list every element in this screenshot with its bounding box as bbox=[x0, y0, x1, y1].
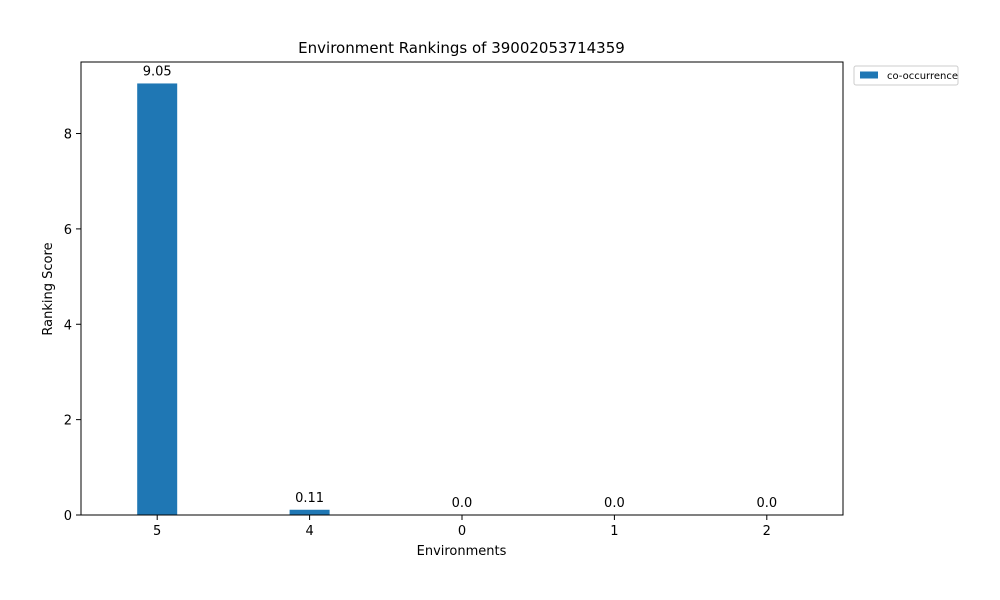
x-tick-label: 2 bbox=[763, 524, 771, 539]
y-tick-label: 2 bbox=[64, 414, 72, 429]
y-axis-label: Ranking Score bbox=[41, 242, 56, 335]
x-axis: 5 4 0 1 2 bbox=[153, 515, 771, 539]
bar-5 bbox=[137, 83, 178, 516]
legend-frame bbox=[853, 65, 959, 86]
bar-value-label: 9.05 bbox=[143, 64, 172, 79]
y-tick-label: 4 bbox=[64, 318, 72, 333]
x-tick-label: 1 bbox=[610, 524, 618, 539]
x-tick-label: 5 bbox=[153, 524, 161, 539]
x-tick-label: 0 bbox=[458, 524, 466, 539]
y-tick-label: 6 bbox=[64, 223, 72, 238]
x-axis-label: Environments bbox=[417, 544, 507, 559]
chart-title: Environment Rankings of 39002053714359 bbox=[298, 39, 625, 57]
bar-4 bbox=[289, 509, 330, 515]
plot-area: 9.05 0.11 0.0 0.0 0.0 bbox=[80, 61, 844, 516]
bar-value-label: 0.11 bbox=[295, 491, 324, 506]
y-tick-label: 0 bbox=[64, 509, 72, 524]
y-axis: 0 2 4 6 8 bbox=[64, 128, 81, 524]
plot-frame bbox=[80, 61, 844, 516]
legend-label: co-occurrence bbox=[887, 71, 958, 82]
bar-value-label: 0.0 bbox=[452, 496, 473, 511]
bar-value-label: 0.0 bbox=[756, 496, 777, 511]
bar-value-label: 0.0 bbox=[604, 496, 625, 511]
y-tick-label: 8 bbox=[64, 128, 72, 143]
legend-swatch bbox=[860, 71, 878, 79]
x-tick-label: 4 bbox=[305, 524, 313, 539]
legend: co-occurrence bbox=[853, 65, 959, 86]
